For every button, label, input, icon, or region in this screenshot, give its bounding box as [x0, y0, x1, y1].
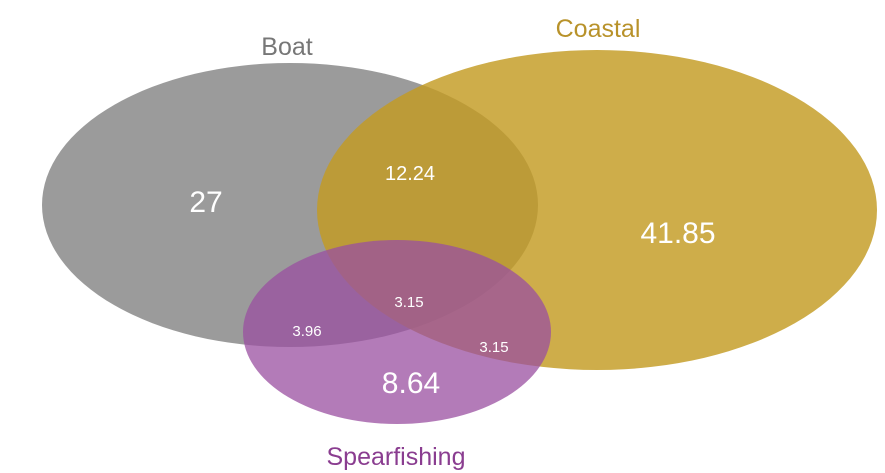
boat-set-label: Boat [261, 33, 312, 61]
spearfishing-set-ellipse [243, 240, 551, 424]
boat-spearfishing-value: 3.96 [292, 323, 321, 340]
spearfishing-only-value: 8.64 [382, 367, 440, 400]
boat-only-value: 27 [189, 186, 222, 219]
coastal-set-label: Coastal [556, 15, 641, 43]
all-three-value: 3.15 [394, 294, 423, 311]
coastal-spearfishing-value: 3.15 [479, 339, 508, 356]
spearfishing-set-label: Spearfishing [327, 443, 466, 471]
coastal-only-value: 41.85 [640, 217, 715, 250]
boat-coastal-value: 12.24 [385, 163, 435, 185]
